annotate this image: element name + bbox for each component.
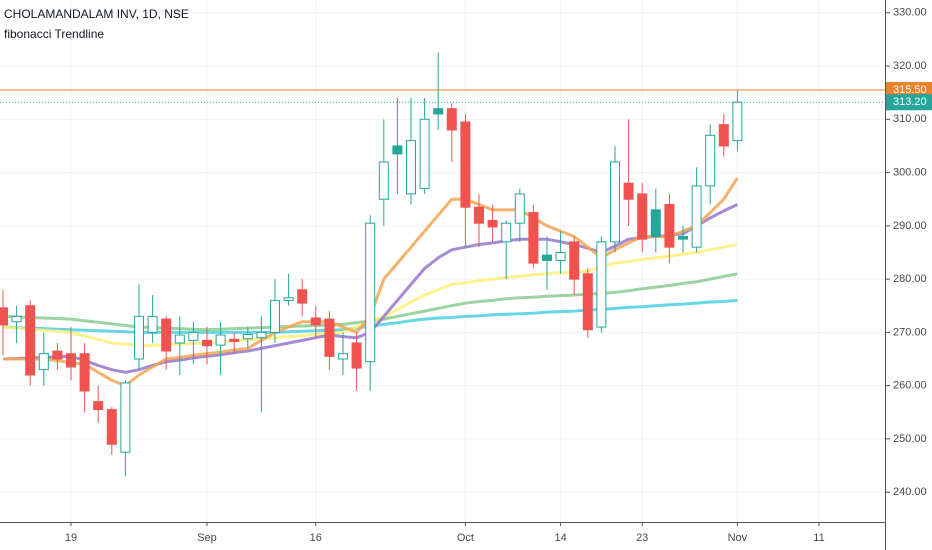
price-tag [886, 82, 932, 99]
chart-title: CHOLAMANDALAM INV, 1D, NSE [4, 7, 189, 21]
candle-body [174, 334, 185, 344]
candle-body [188, 331, 199, 341]
candle-body [542, 254, 552, 261]
y-tick-label: 310.00 [893, 113, 927, 125]
candle-body [460, 121, 471, 208]
y-tick-label: 260.00 [893, 380, 927, 392]
candle-body [202, 339, 212, 347]
candle-body [637, 193, 648, 240]
candle-body [691, 185, 702, 248]
x-tick-label: Oct [457, 532, 474, 544]
candle-body [215, 334, 226, 346]
candle-body [433, 108, 444, 115]
x-tick-label: 19 [65, 532, 77, 544]
candle-body [297, 289, 308, 304]
candle-body [514, 193, 525, 224]
candle-body [718, 124, 729, 147]
x-tick-label: 16 [310, 532, 322, 544]
y-tick-label: 280.00 [893, 273, 927, 285]
x-tick-label: 14 [554, 532, 566, 544]
candle-body [120, 382, 131, 453]
x-tick-label: Nov [728, 532, 748, 544]
candle-body [256, 331, 267, 339]
y-tick-label: 270.00 [893, 326, 927, 338]
candle-body [474, 206, 484, 224]
candle-body [650, 209, 661, 237]
candle-body [678, 235, 688, 240]
candle-body [569, 241, 580, 280]
candle-body [555, 251, 566, 261]
candle-body [106, 409, 117, 445]
candle-body [283, 297, 294, 301]
candle-body [664, 204, 675, 248]
candle-body [392, 145, 403, 155]
candle-body [610, 161, 620, 243]
candle-body [229, 338, 240, 342]
candle-body [270, 299, 280, 333]
candle-body [0, 307, 8, 326]
candle-body [11, 315, 22, 323]
candle-body [446, 108, 457, 131]
candle-body [419, 118, 430, 190]
price-tag-label: 313.20 [893, 96, 927, 108]
candle-body [338, 353, 348, 360]
candle-body [134, 315, 144, 360]
candle-body [406, 140, 416, 195]
indicator-label: fibonacci Trendline [4, 27, 104, 41]
y-tick-label: 290.00 [893, 220, 927, 232]
x-tick-label: Sep [197, 532, 217, 544]
candle-body [732, 101, 743, 142]
y-tick-label: 250.00 [893, 433, 927, 445]
candle-body [66, 353, 76, 368]
y-tick-label: 240.00 [893, 486, 927, 498]
candle-body [38, 353, 49, 371]
candle-body [365, 222, 376, 363]
candle-body [161, 318, 172, 352]
candle-body [25, 305, 36, 376]
y-tick-label: 320.00 [893, 60, 927, 72]
candle-body [147, 315, 158, 333]
y-tick-label: 300.00 [893, 166, 927, 178]
candle-body [487, 220, 498, 228]
y-tick-label: 330.00 [893, 7, 927, 19]
plot [0, 52, 885, 477]
axes: 240.00 250.00 260.00 270.00 280.00 290.00 300.… [65, 7, 932, 544]
candle-body [501, 222, 512, 243]
candle-body [378, 161, 389, 200]
candle-body [705, 134, 716, 187]
candle-body [596, 241, 607, 328]
candle-body [582, 273, 593, 331]
x-tick-label: 11 [813, 532, 824, 544]
candle-body [623, 182, 634, 200]
candle-body [324, 318, 335, 357]
price-tag-label: 315.50 [893, 84, 927, 96]
candle-body [528, 212, 539, 264]
candle-body [242, 334, 253, 340]
candle-body [351, 342, 362, 369]
grid [0, 0, 885, 522]
price-tag [886, 94, 932, 111]
x-tick-label: 23 [636, 532, 648, 544]
candle-body [93, 401, 104, 411]
candle-body [52, 350, 63, 360]
candle-body [79, 353, 90, 392]
candle-body [310, 317, 321, 326]
